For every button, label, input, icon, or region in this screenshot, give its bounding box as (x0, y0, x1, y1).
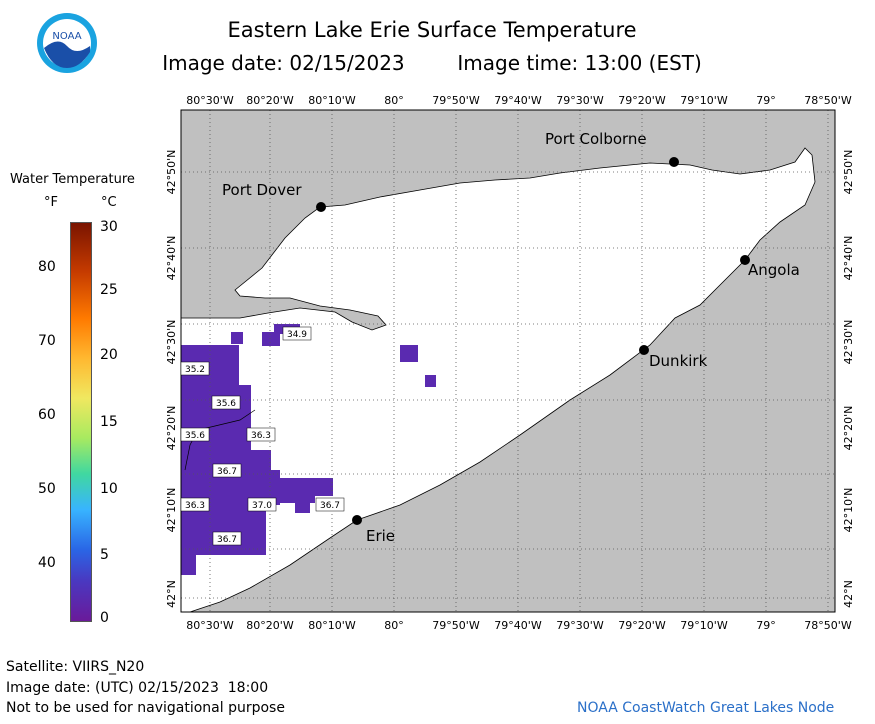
temperature-label-box (315, 497, 345, 512)
longitude-label: 79°40'W (494, 619, 542, 632)
legend-title: Water Temperature (10, 172, 135, 187)
cold-water-pixels (181, 324, 436, 575)
latitude-label: 42°40'N (165, 236, 178, 281)
longitude-label: 79°10'W (680, 619, 728, 632)
temperature-label: 35.6 (216, 399, 236, 409)
celsius-tick: 25 (100, 282, 118, 298)
latitude-label: 42°20'N (842, 406, 855, 451)
latitude-label: 42°50'N (165, 150, 178, 195)
image-date: Image date: 02/15/2023 (162, 51, 405, 75)
temperature-label-box (180, 361, 210, 376)
temperature-label-box (180, 427, 210, 442)
city-marker (352, 515, 362, 525)
temperature-label: 35.6 (185, 431, 205, 441)
latitude-label: 42°30'N (842, 320, 855, 365)
longitude-label: 78°50'W (804, 619, 852, 632)
longitude-label: 79°40'W (494, 94, 542, 107)
unit-fahrenheit: °F (44, 195, 58, 210)
city-label: Port Colborne (545, 130, 647, 148)
celsius-tick: 15 (100, 414, 118, 430)
fahrenheit-tick: 50 (38, 481, 56, 497)
image-date-time: Image date: 02/15/2023 Image time: 13:00… (62, 51, 802, 75)
celsius-tick: 5 (100, 547, 109, 563)
longitude-label: 80° (384, 619, 404, 632)
fahrenheit-tick: 80 (38, 259, 56, 275)
latitude-label: 42°10'N (165, 488, 178, 533)
longitude-label: 79° (756, 619, 776, 632)
page-title: Eastern Lake Erie Surface Temperature (227, 18, 637, 42)
noaa-credit: NOAA CoastWatch Great Lakes Node (577, 700, 835, 716)
latitude-label: 42°30'N (165, 320, 178, 365)
fahrenheit-tick: 40 (38, 555, 56, 571)
city-marker (639, 345, 649, 355)
latitude-label: 42°40'N (842, 236, 855, 281)
celsius-tick: 30 (100, 219, 118, 235)
city-label: Dunkirk (649, 352, 708, 370)
temperature-label-box (247, 497, 277, 512)
logo-text: NOAA (52, 31, 81, 42)
longitude-label: 79°10'W (680, 94, 728, 107)
city-label: Port Dover (222, 181, 302, 199)
coordinate-grid (181, 110, 835, 612)
longitude-label: 79° (756, 94, 776, 107)
longitude-label: 80°30'W (186, 619, 234, 632)
longitude-label: 79°20'W (618, 94, 666, 107)
image-time: Image time: 13:00 (EST) (457, 51, 702, 75)
temperature-label: 34.9 (287, 330, 307, 340)
map-frame (180, 109, 836, 613)
latitude-label: 42°10'N (842, 488, 855, 533)
longitude-label: 79°30'W (556, 94, 604, 107)
city-marker (316, 202, 326, 212)
temperature-label-box (211, 395, 241, 410)
city-label: Angola (748, 261, 800, 279)
temperature-label-box (212, 463, 242, 478)
longitude-label: 79°20'W (618, 619, 666, 632)
temperature-label-box (180, 497, 210, 512)
celsius-tick: 0 (100, 610, 109, 626)
utc-date: Image date: (UTC) 02/15/2023 18:00 (6, 680, 269, 696)
celsius-tick: 20 (100, 347, 118, 363)
temperature-label: 36.7 (217, 535, 237, 545)
temperature-label-box (246, 427, 276, 442)
temperature-label-box (282, 326, 312, 341)
longitude-label: 80°10'W (308, 619, 356, 632)
temperature-label: 36.7 (217, 467, 237, 477)
celsius-tick: 10 (100, 481, 118, 497)
temperature-label: 36.7 (320, 501, 340, 511)
temperature-color-bar (70, 222, 92, 622)
temperature-label: 35.2 (185, 365, 205, 375)
latitude-label: 42°20'N (165, 406, 178, 451)
temperature-label: 36.3 (251, 431, 271, 441)
city-marker (740, 255, 750, 265)
temperature-label: 37.0 (252, 501, 272, 511)
latitude-label: 42°N (165, 580, 178, 608)
lake-water (181, 147, 816, 612)
longitude-label: 78°50'W (804, 94, 852, 107)
longitude-label: 79°30'W (556, 619, 604, 632)
longitude-label: 80°20'W (246, 94, 294, 107)
longitude-label: 79°50'W (432, 619, 480, 632)
disclaimer: Not to be used for navigational purpose (6, 700, 285, 716)
latitude-label: 42°50'N (842, 150, 855, 195)
satellite-info: Satellite: VIIRS_N20 (6, 659, 145, 675)
city-marker (669, 157, 679, 167)
longitude-label: 79°50'W (432, 94, 480, 107)
unit-celsius: °C (101, 195, 117, 210)
longitude-label: 80°30'W (186, 94, 234, 107)
fahrenheit-tick: 60 (38, 407, 56, 423)
longitude-label: 80°10'W (308, 94, 356, 107)
temperature-label: 36.3 (185, 501, 205, 511)
temperature-label-box (212, 531, 242, 546)
longitude-label: 80°20'W (246, 619, 294, 632)
city-label: Erie (366, 527, 395, 545)
longitude-label: 80° (384, 94, 404, 107)
fahrenheit-tick: 70 (38, 333, 56, 349)
latitude-label: 42°N (842, 580, 855, 608)
noaa-logo: NOAA (36, 12, 98, 74)
